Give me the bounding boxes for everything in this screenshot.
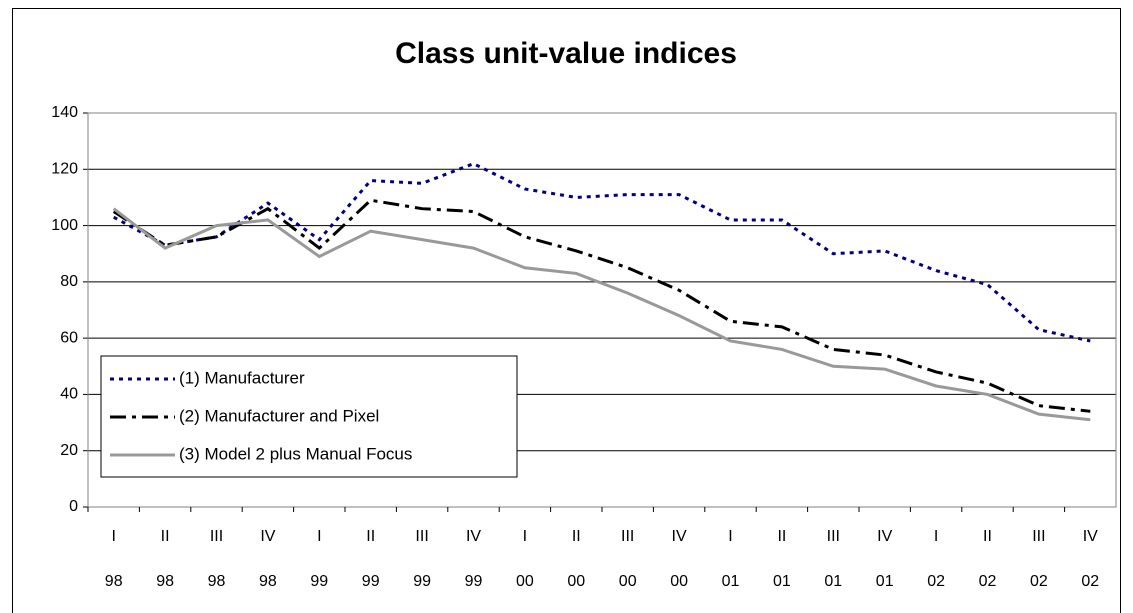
x-tick-year: 98 — [259, 573, 277, 590]
x-tick-year: 98 — [156, 573, 174, 590]
legend-label: (1) Manufacturer — [179, 368, 305, 387]
x-tick-year: 02 — [1030, 573, 1048, 590]
x-tick-label: IV — [260, 528, 275, 545]
x-tick-label: II — [777, 528, 786, 545]
x-tick-year: 00 — [516, 573, 534, 590]
series-line — [112, 207, 1091, 422]
x-tick-year: 02 — [1081, 573, 1099, 590]
y-tick-label: 40 — [60, 386, 78, 403]
x-tick-year: 01 — [876, 573, 894, 590]
x-tick-label: III — [827, 528, 840, 545]
x-tick-label: IV — [466, 528, 481, 545]
x-tick-year: 01 — [722, 573, 740, 590]
chart-title: Class unit-value indices — [395, 37, 737, 70]
x-tick-label: III — [210, 528, 223, 545]
x-tick-label: II — [161, 528, 170, 545]
x-tick-year: 99 — [362, 573, 380, 590]
y-tick-label: 80 — [60, 273, 78, 290]
x-tick-label: I — [934, 528, 938, 545]
x-tick-year: 00 — [619, 573, 637, 590]
x-tick-label: II — [366, 528, 375, 545]
y-tick-label: 60 — [60, 329, 78, 346]
x-tick-label: III — [415, 528, 428, 545]
x-tick-label: III — [1032, 528, 1045, 545]
x-tick-year: 02 — [979, 573, 997, 590]
y-tick-label: 100 — [51, 217, 78, 234]
series-line — [112, 198, 1091, 413]
x-tick-label: III — [621, 528, 634, 545]
x-tick-label: IV — [877, 528, 892, 545]
x-tick-label: I — [111, 528, 115, 545]
legend-label: (2) Manufacturer and Pixel — [179, 406, 379, 425]
x-tick-label: I — [728, 528, 732, 545]
x-tick-label: II — [572, 528, 581, 545]
y-tick-label: 140 — [51, 104, 78, 121]
x-tick-label: I — [317, 528, 321, 545]
chart-frame — [12, 8, 1121, 613]
legend-label: (3) Model 2 plus Manual Focus — [179, 444, 412, 463]
x-tick-year: 99 — [465, 573, 483, 590]
x-tick-year: 01 — [824, 573, 842, 590]
x-tick-label: IV — [672, 528, 687, 545]
x-tick-label: IV — [1083, 528, 1098, 545]
series-line — [112, 162, 1091, 343]
x-tick-year: 99 — [413, 573, 431, 590]
x-tick-year: 98 — [208, 573, 226, 590]
x-tick-year: 98 — [105, 573, 123, 590]
x-tick-label: I — [523, 528, 527, 545]
x-tick-year: 02 — [927, 573, 945, 590]
x-tick-year: 00 — [567, 573, 585, 590]
y-tick-label: 20 — [60, 442, 78, 459]
y-tick-label: 0 — [69, 498, 78, 515]
y-tick-label: 120 — [51, 161, 78, 178]
x-tick-label: II — [983, 528, 992, 545]
x-tick-year: 00 — [670, 573, 688, 590]
legend-box — [100, 355, 518, 478]
x-tick-year: 99 — [310, 573, 328, 590]
x-tick-year: 01 — [773, 573, 791, 590]
